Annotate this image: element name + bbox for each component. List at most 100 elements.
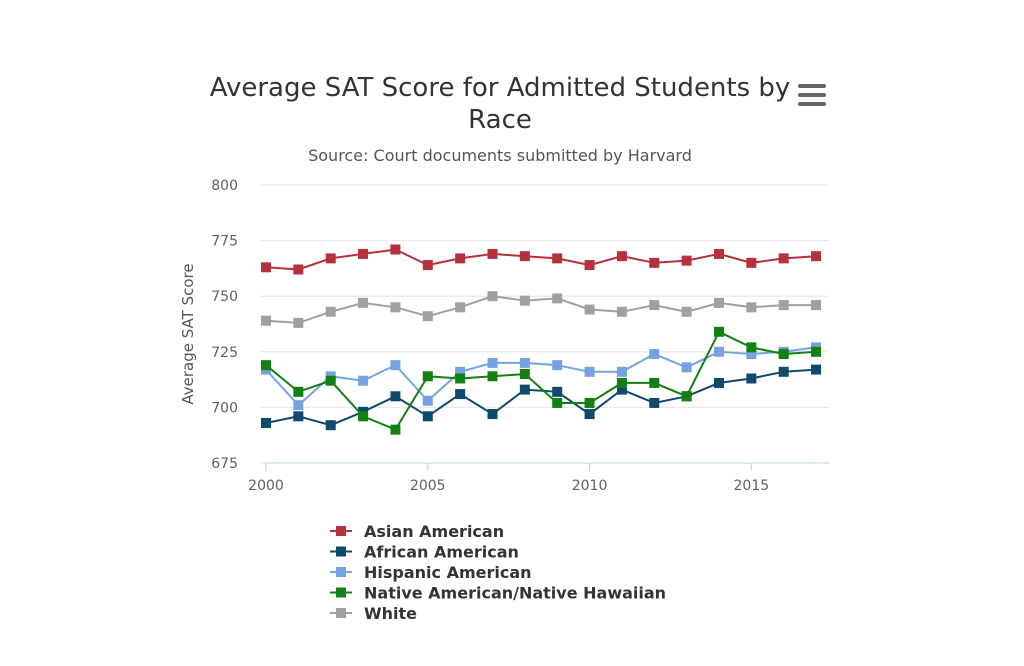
data-point bbox=[713, 346, 724, 357]
data-point bbox=[713, 326, 724, 337]
legend-marker bbox=[336, 587, 346, 598]
data-point bbox=[422, 411, 433, 422]
y-tick-label: 675 bbox=[211, 456, 238, 472]
series-line bbox=[265, 368, 817, 427]
data-point bbox=[358, 375, 369, 386]
data-point bbox=[519, 357, 530, 368]
data-point bbox=[325, 420, 336, 431]
x-tick-label: 2015 bbox=[734, 478, 770, 494]
data-point bbox=[358, 248, 369, 259]
data-point bbox=[681, 306, 692, 317]
data-point bbox=[487, 248, 498, 259]
legend-label: Native American/Native Hawaiian bbox=[364, 584, 666, 603]
legend-marker bbox=[336, 546, 346, 557]
data-point bbox=[390, 302, 401, 313]
data-point bbox=[778, 300, 789, 311]
data-point bbox=[811, 364, 822, 375]
data-point bbox=[325, 306, 336, 317]
data-point bbox=[390, 360, 401, 371]
x-tick-label: 2005 bbox=[410, 478, 446, 494]
data-point bbox=[293, 400, 304, 411]
y-tick-label: 800 bbox=[211, 178, 238, 194]
data-point bbox=[616, 251, 627, 262]
data-point bbox=[616, 366, 627, 377]
data-point bbox=[584, 409, 595, 420]
data-point bbox=[487, 409, 498, 420]
data-point bbox=[487, 291, 498, 302]
legend-marker bbox=[336, 567, 346, 577]
legend-label: White bbox=[364, 604, 417, 623]
data-point bbox=[778, 366, 789, 377]
data-point bbox=[358, 297, 369, 308]
legend-label: Hispanic American bbox=[364, 563, 532, 582]
data-point bbox=[649, 377, 660, 388]
data-point bbox=[422, 371, 433, 382]
data-point bbox=[552, 360, 563, 371]
hamburger-menu-icon[interactable] bbox=[798, 84, 826, 108]
data-point bbox=[552, 386, 563, 397]
data-point bbox=[746, 373, 757, 384]
data-point bbox=[487, 371, 498, 382]
data-point bbox=[681, 362, 692, 373]
data-point bbox=[649, 349, 660, 360]
data-point bbox=[552, 293, 563, 304]
y-tick-label: 725 bbox=[211, 345, 238, 361]
data-point bbox=[325, 253, 336, 264]
series-line bbox=[265, 248, 817, 271]
data-point bbox=[811, 300, 822, 311]
data-point bbox=[455, 373, 466, 384]
data-point bbox=[713, 248, 724, 259]
data-point bbox=[293, 264, 304, 275]
data-point bbox=[584, 397, 595, 408]
y-tick-label: 700 bbox=[211, 400, 238, 416]
data-point bbox=[519, 251, 530, 262]
data-point bbox=[390, 244, 401, 255]
data-point bbox=[746, 257, 757, 268]
data-point bbox=[519, 384, 530, 395]
data-point bbox=[681, 255, 692, 266]
chart-title: Average SAT Score for Admitted Students … bbox=[209, 73, 791, 135]
data-point bbox=[616, 306, 627, 317]
data-point bbox=[519, 369, 530, 380]
data-point bbox=[325, 375, 336, 386]
data-point bbox=[811, 251, 822, 262]
data-point bbox=[455, 253, 466, 264]
data-point bbox=[584, 366, 595, 377]
data-point bbox=[422, 260, 433, 271]
data-point bbox=[455, 389, 466, 400]
data-point bbox=[778, 349, 789, 360]
data-point bbox=[552, 253, 563, 264]
data-point bbox=[390, 391, 401, 402]
data-point bbox=[261, 315, 271, 326]
data-point bbox=[358, 411, 369, 422]
data-point bbox=[681, 391, 692, 402]
data-point bbox=[778, 253, 789, 264]
data-point bbox=[455, 366, 466, 377]
legend-marker bbox=[336, 608, 346, 618]
data-point bbox=[293, 411, 304, 422]
series-line bbox=[265, 295, 817, 324]
data-point bbox=[713, 297, 724, 308]
data-point bbox=[261, 360, 271, 371]
x-tick-label: 2010 bbox=[572, 478, 608, 494]
data-point bbox=[649, 300, 660, 311]
data-point bbox=[390, 424, 401, 435]
x-tick-label: 2000 bbox=[248, 478, 284, 494]
data-point bbox=[746, 342, 757, 353]
legend-marker bbox=[336, 526, 346, 536]
data-point bbox=[713, 377, 724, 388]
data-point bbox=[746, 349, 757, 360]
series-line bbox=[265, 330, 817, 431]
series-line bbox=[265, 346, 817, 407]
y-tick-label: 750 bbox=[211, 289, 238, 305]
data-point bbox=[487, 357, 498, 368]
data-point bbox=[649, 257, 660, 268]
data-point bbox=[616, 384, 627, 395]
chart-subtitle: Source: Court documents submitted by Har… bbox=[308, 146, 692, 165]
data-point bbox=[293, 317, 304, 328]
data-point bbox=[422, 395, 433, 406]
data-point bbox=[552, 397, 563, 408]
data-point bbox=[293, 386, 304, 397]
